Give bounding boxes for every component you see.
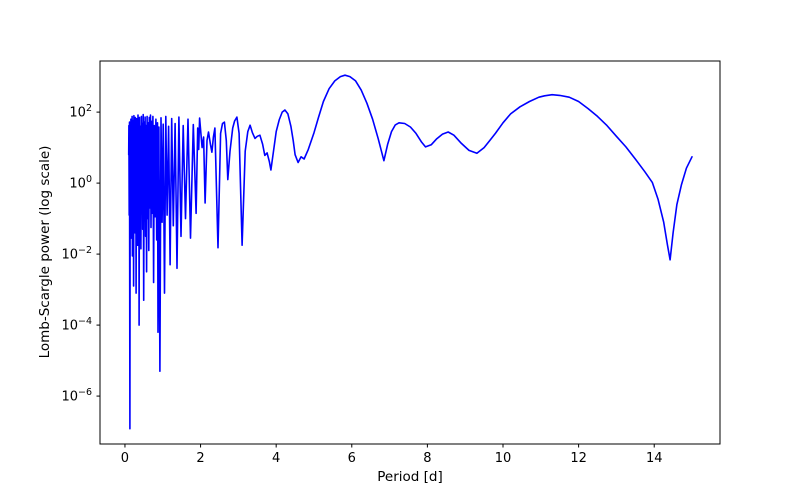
y-tick-label: 10−6	[61, 387, 92, 405]
y-tick-label: 102	[69, 103, 92, 121]
x-tick-label: 2	[196, 451, 204, 466]
x-tick-label: 4	[272, 451, 280, 466]
y-tick-label: 10−4	[61, 316, 92, 334]
x-tick-label: 8	[423, 451, 431, 466]
y-tick-label: 100	[69, 174, 92, 192]
axes-spines	[99, 60, 721, 445]
x-axis-title: Period [d]	[377, 469, 443, 485]
power-curve	[127, 74, 693, 430]
y-axis-title: Lomb-Scargle power (log scale)	[37, 145, 53, 359]
x-tick-label: 12	[570, 451, 587, 466]
x-tick-label: 10	[495, 451, 512, 466]
x-tick-label: 6	[348, 451, 356, 466]
y-tick-label: 10−2	[61, 245, 92, 263]
x-tick-label: 14	[646, 451, 663, 466]
x-tick-label: 0	[121, 451, 129, 466]
